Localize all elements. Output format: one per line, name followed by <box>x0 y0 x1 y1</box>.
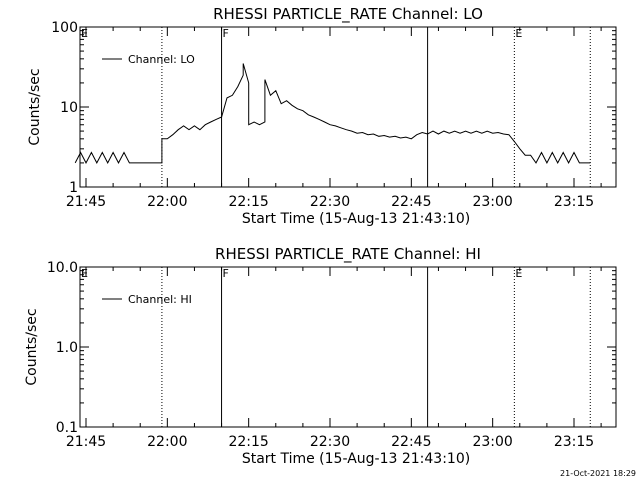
y-tick-label: 100 <box>51 20 78 36</box>
event-marker-label: E <box>81 267 88 280</box>
x-tick-label: 22:15 <box>228 194 268 210</box>
x-tick-label: 22:00 <box>147 194 187 210</box>
x-tick-label: 22:45 <box>391 194 431 210</box>
y-tick-label: 1 <box>69 180 78 196</box>
x-tick-label: 23:15 <box>554 194 594 210</box>
chart-panel-lo: RHESSI PARTICLE_RATE Channel: LO 1 10 100 Co… <box>27 5 617 227</box>
series-line-channel-lo <box>74 63 591 164</box>
x-tick-label: 23:15 <box>554 434 594 450</box>
x-tick-label: 22:00 <box>147 434 187 450</box>
x-tick-label: 23:00 <box>472 194 512 210</box>
x-axis-label: Start Time (15-Aug-13 21:43:10) <box>242 451 470 467</box>
x-tick-label: 22:30 <box>310 194 350 210</box>
chart-title: RHESSI PARTICLE_RATE Channel: HI <box>215 245 481 264</box>
x-axis-label: Start Time (15-Aug-13 21:43:10) <box>242 211 470 227</box>
y-axis-label: Counts/sec <box>27 68 43 145</box>
event-marker-label: F <box>223 27 229 40</box>
y-tick-label: 1.0 <box>56 340 78 356</box>
x-tick-label: 23:00 <box>472 434 512 450</box>
event-marker-label: E <box>515 267 522 280</box>
event-marker-label: E <box>81 27 88 40</box>
y-axis-label: Counts/sec <box>24 308 40 385</box>
x-tick-label: 21:45 <box>66 194 106 210</box>
legend-label: Channel: HI <box>128 293 192 306</box>
y-tick-label: 10 <box>60 100 78 116</box>
event-marker-label: E <box>515 27 522 40</box>
footer-timestamp: 21-Oct-2021 18:29 <box>560 469 636 478</box>
y-tick-label: 10.0 <box>47 260 78 276</box>
x-tick-label: 22:15 <box>228 434 268 450</box>
legend-label: Channel: LO <box>128 53 195 66</box>
y-tick-label: 0.1 <box>56 420 78 436</box>
event-marker-label: F <box>223 267 229 280</box>
x-tick-label: 21:45 <box>66 434 106 450</box>
chart-panel-hi: RHESSI PARTICLE_RATE Channel: HI 0.1 1.0 10… <box>24 245 617 467</box>
chart-title: RHESSI PARTICLE_RATE Channel: LO <box>213 5 483 24</box>
x-tick-label: 22:30 <box>310 434 350 450</box>
x-tick-label: 22:45 <box>391 434 431 450</box>
